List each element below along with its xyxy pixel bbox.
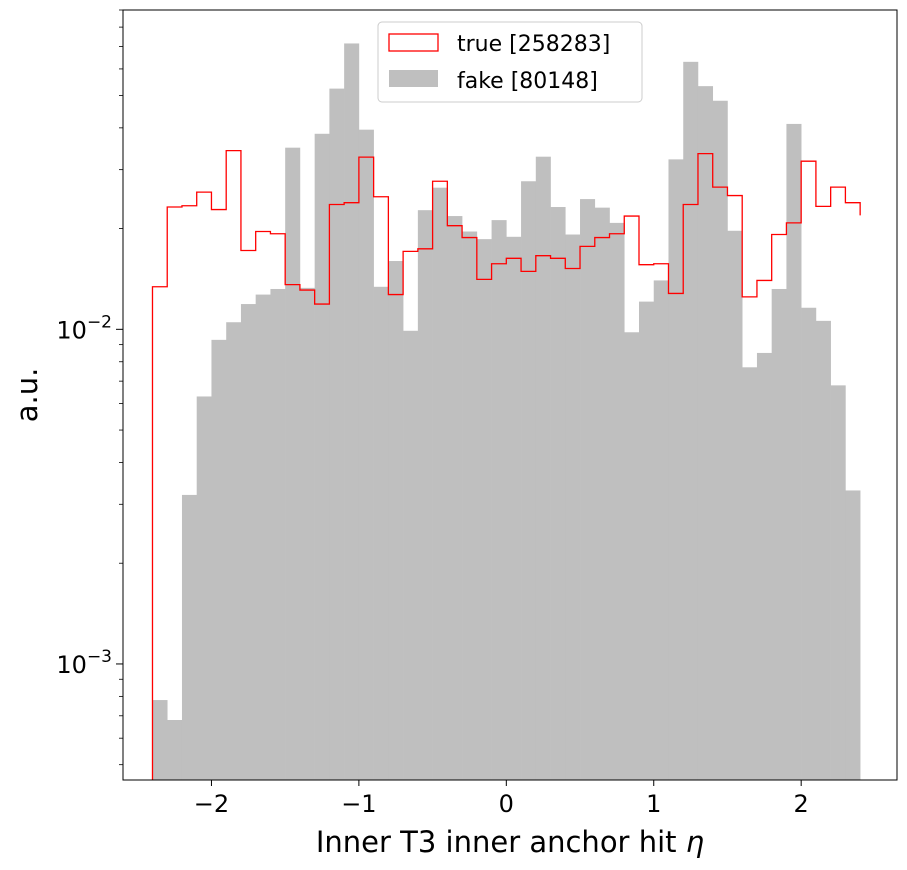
fake-bar [226, 322, 242, 780]
fake-bar [373, 286, 389, 780]
fake-bar [771, 288, 787, 780]
fake-bar [624, 332, 640, 780]
fake-bar [756, 352, 772, 780]
legend: true [258283] fake [80148] [377, 21, 643, 103]
legend-swatch-fake [389, 70, 438, 87]
x-tick-label: 1 [646, 790, 661, 818]
fake-bar [580, 199, 596, 780]
legend-label-true: true [258283] [457, 32, 610, 57]
x-axis-label: Inner T3 inner anchor hit η [316, 825, 704, 859]
fake-bar [211, 339, 227, 780]
fake-bar [432, 187, 448, 780]
legend-label-fake: fake [80148] [457, 69, 598, 94]
fake-bar [742, 367, 758, 780]
fake-bar [506, 236, 522, 780]
fake-histogram-bars [152, 43, 861, 780]
fake-bar [314, 133, 330, 780]
fake-bar [697, 86, 714, 780]
fake-bar [550, 207, 566, 780]
fake-bar [403, 330, 419, 780]
x-axis: −2 −1 0 1 2 [194, 780, 809, 818]
fake-bar [285, 147, 301, 780]
fake-bar [255, 294, 271, 780]
fake-bar [594, 207, 610, 780]
fake-bar [535, 156, 551, 780]
fake-bar [683, 61, 699, 780]
y-axis: 10−2 10−3 [56, 9, 123, 766]
fake-bar [491, 220, 507, 780]
fake-bar [668, 159, 684, 780]
fake-bar [830, 385, 846, 780]
x-tick-label: −2 [194, 790, 229, 818]
fake-bar [845, 490, 861, 780]
fake-bar [358, 129, 374, 780]
fake-bar [653, 280, 669, 780]
fake-bar [462, 231, 478, 780]
y-tick-label: 10−3 [56, 647, 112, 679]
legend-swatch-true [388, 33, 439, 52]
y-tick-label: 10−2 [56, 312, 112, 344]
x-tick-label: 2 [794, 790, 809, 818]
fake-bar [815, 320, 831, 780]
true-histogram-step [151, 149, 861, 780]
fake-bar [521, 181, 537, 780]
fake-bar [167, 720, 183, 780]
true-step-line [151, 149, 861, 780]
y-axis-label: a.u. [10, 368, 44, 423]
fake-bar [727, 230, 743, 780]
fake-bar [639, 301, 655, 780]
x-axis-label-symbol: η [686, 825, 704, 859]
fake-bar [240, 304, 256, 780]
fake-bar [609, 222, 625, 780]
legend-frame [377, 21, 643, 103]
x-tick-label: 0 [499, 790, 514, 818]
fake-bar [786, 123, 802, 780]
fake-bar [712, 100, 728, 780]
x-tick-label: −1 [341, 790, 376, 818]
fake-bar [152, 700, 168, 780]
plot-frame [122, 9, 898, 781]
fake-bar [447, 216, 463, 780]
fake-bar [388, 261, 404, 780]
fake-bar [476, 239, 492, 780]
fake-bar [196, 396, 212, 780]
fake-bar [344, 43, 360, 780]
fake-bar [329, 88, 345, 780]
fake-bar [270, 288, 286, 780]
fake-bar [417, 210, 433, 780]
fake-bar [299, 287, 315, 780]
fake-bar [181, 494, 198, 780]
fake-bar [565, 234, 581, 780]
fake-bar [801, 307, 817, 780]
